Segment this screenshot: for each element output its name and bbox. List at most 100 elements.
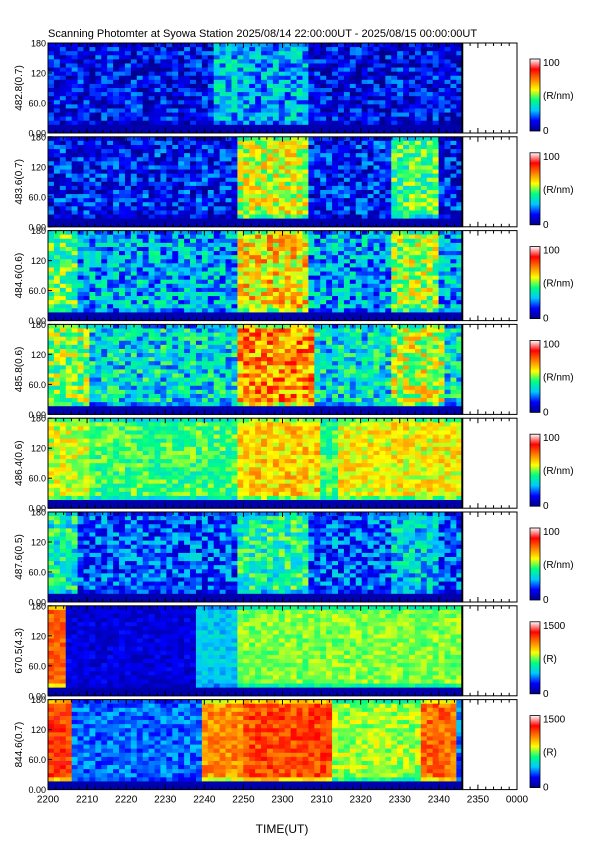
- heatmap-cell: [414, 67, 422, 73]
- heatmap-cell: [367, 210, 374, 215]
- heatmap-cell: [166, 120, 173, 126]
- heatmap-cell: [219, 287, 226, 293]
- heatmap-cell: [166, 214, 173, 220]
- heatmap-cell: [426, 136, 434, 142]
- heatmap-cell: [195, 92, 203, 97]
- heatmap-cell: [332, 177, 339, 183]
- heatmap-cell: [95, 124, 102, 130]
- heatmap-cell: [231, 63, 238, 68]
- heatmap-cell: [444, 112, 451, 118]
- heatmap-cell: [414, 116, 422, 122]
- heatmap-cell: [278, 251, 286, 256]
- heatmap-cell: [456, 177, 463, 183]
- heatmap-cell: [231, 291, 238, 297]
- heatmap-cell: [65, 173, 73, 179]
- heatmap-cell: [130, 275, 138, 281]
- heatmap-cell: [249, 173, 256, 179]
- heatmap-cell: [302, 259, 309, 264]
- heatmap-cell: [225, 104, 232, 109]
- heatmap-cell: [207, 165, 215, 170]
- heatmap-cell: [219, 234, 226, 240]
- heatmap-cell: [172, 214, 179, 220]
- heatmap-cell: [261, 71, 268, 77]
- heatmap-1: [48, 136, 463, 228]
- heatmap-cell: [154, 92, 161, 97]
- heatmap-cell: [249, 157, 256, 162]
- heatmap-cell: [332, 194, 339, 199]
- heatmap-cell: [172, 169, 179, 175]
- heatmap-cell: [456, 210, 463, 215]
- heatmap-cell: [89, 104, 96, 109]
- heatmap-cell: [184, 312, 191, 317]
- heatmap-cell: [95, 92, 102, 97]
- heatmap-cell: [385, 287, 392, 293]
- heatmap-cell: [130, 88, 138, 93]
- heatmap-cell: [231, 177, 238, 183]
- heatmap-cell: [148, 275, 155, 281]
- heatmap-cell: [385, 251, 392, 256]
- heatmap-cell: [432, 43, 440, 48]
- heatmap-cell: [349, 75, 357, 81]
- heatmap-cell: [119, 230, 126, 236]
- heatmap-cell: [414, 92, 422, 97]
- heatmap-cell: [308, 308, 315, 313]
- heatmap-cell: [308, 234, 315, 240]
- heatmap-cell: [320, 79, 327, 85]
- heatmap-cell: [172, 116, 179, 122]
- heatmap-cell: [450, 67, 457, 73]
- heatmap-cell: [379, 300, 386, 305]
- heatmap-cell: [409, 144, 416, 150]
- heatmap-cell: [409, 104, 416, 109]
- heatmap-cell: [172, 206, 179, 211]
- heatmap-cell: [290, 222, 297, 228]
- heatmap-cell: [456, 267, 463, 272]
- heatmap-cell: [450, 255, 457, 260]
- heatmap-cell: [450, 177, 457, 183]
- heatmap-cell: [409, 71, 416, 77]
- heatmap-cell: [444, 169, 451, 175]
- heatmap-cell: [113, 194, 120, 199]
- heatmap-cell: [261, 181, 268, 187]
- heatmap-cell: [160, 304, 167, 309]
- heatmap-cell: [77, 214, 84, 220]
- heatmap-cell: [213, 55, 221, 60]
- heatmap-cell: [355, 275, 363, 281]
- heatmap-cell: [326, 112, 333, 118]
- heatmap-cell: [456, 96, 463, 101]
- heatmap-cell: [142, 100, 150, 105]
- heatmap-cell: [219, 43, 226, 48]
- heatmap-cell: [349, 206, 357, 211]
- heatmap-cell: [391, 316, 398, 321]
- heatmap-cell: [119, 108, 126, 113]
- heatmap-cell: [124, 153, 132, 158]
- heatmap-cell: [432, 144, 440, 150]
- heatmap-cell: [326, 140, 333, 146]
- heatmap-cell: [444, 83, 451, 89]
- heatmap-cell: [136, 198, 144, 203]
- heatmap-cell: [391, 140, 398, 146]
- heatmap-cell: [113, 263, 120, 268]
- heatmap-cell: [65, 177, 73, 183]
- heatmap-cell: [107, 108, 114, 113]
- heatmap-cell: [142, 206, 150, 211]
- heatmap-cell: [355, 291, 363, 297]
- heatmap-cell: [343, 161, 351, 166]
- heatmap-cell: [190, 177, 197, 183]
- heatmap-cell: [391, 157, 398, 162]
- heatmap-cell: [77, 161, 84, 166]
- heatmap-cell: [314, 67, 321, 73]
- heatmap-cell: [420, 296, 428, 301]
- heatmap-cell: [184, 92, 191, 97]
- heatmap-cell: [261, 210, 268, 215]
- heatmap-cell: [184, 271, 191, 276]
- heatmap-cell: [403, 189, 410, 195]
- heatmap-cell: [338, 189, 345, 195]
- heatmap-cell: [343, 259, 351, 264]
- heatmap-cell: [48, 230, 55, 236]
- heatmap-cell: [391, 92, 398, 97]
- heatmap-cell: [237, 304, 244, 309]
- heatmap-cell: [219, 96, 226, 101]
- heatmap-cell: [154, 189, 161, 195]
- heatmap-cell: [338, 75, 345, 81]
- heatmap-cell: [320, 210, 327, 215]
